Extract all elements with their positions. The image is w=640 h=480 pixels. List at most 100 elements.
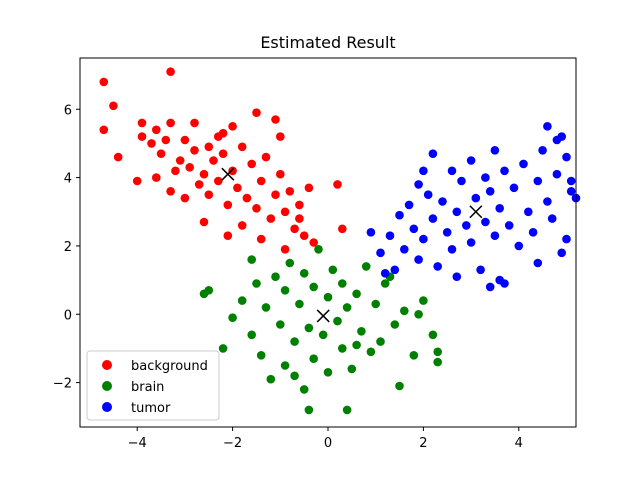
point-brain-3 (247, 330, 256, 340)
x-axis: −4 −2 0 2 4 (128, 427, 523, 451)
point-background-14 (175, 156, 185, 165)
point-tumor-23 (466, 238, 476, 247)
point-brain-42 (428, 330, 438, 340)
point-tumor-8 (414, 255, 423, 264)
legend-marker-tumor (102, 402, 112, 412)
point-tumor-38 (524, 207, 533, 217)
point-brain-43 (433, 347, 443, 357)
point-brain-12 (285, 258, 295, 268)
point-brain-51 (290, 371, 299, 381)
point-tumor-49 (562, 234, 571, 244)
point-background-12 (166, 118, 175, 128)
point-tumor-1 (376, 248, 385, 258)
point-tumor-14 (433, 262, 443, 271)
point-tumor-19 (452, 207, 462, 217)
point-brain-20 (314, 245, 323, 254)
point-background-37 (261, 152, 271, 162)
point-tumor-32 (500, 166, 509, 176)
point-tumor-3 (390, 265, 400, 275)
point-tumor-9 (414, 180, 423, 189)
point-background-47 (304, 183, 314, 193)
point-tumor-11 (423, 190, 433, 199)
point-background-9 (152, 125, 161, 135)
point-brain-53 (414, 310, 423, 319)
point-background-11 (161, 135, 171, 145)
point-brain-37 (390, 320, 400, 329)
point-brain-25 (333, 316, 342, 326)
point-background-48 (309, 238, 319, 247)
point-background-42 (280, 207, 290, 217)
point-background-52 (180, 193, 190, 203)
point-background-21 (204, 142, 214, 152)
point-tumor-45 (552, 169, 562, 179)
points-layer (99, 67, 581, 415)
x-tick-label: −4 (128, 436, 147, 451)
y-tick-label: 2 (64, 240, 72, 255)
point-background-41 (276, 132, 285, 141)
point-background-4 (113, 152, 123, 162)
point-brain-44 (433, 357, 443, 367)
y-tick-label: 0 (64, 308, 72, 323)
x-tick-label: 2 (419, 436, 427, 451)
legend-marker-background (102, 360, 112, 370)
point-tumor-39 (528, 228, 538, 237)
point-background-59 (271, 115, 280, 124)
point-tumor-12 (428, 214, 438, 223)
x-tick-label: −2 (223, 436, 242, 451)
point-tumor-29 (490, 231, 500, 240)
point-brain-17 (304, 323, 314, 333)
point-background-25 (214, 176, 223, 186)
point-tumor-36 (514, 241, 524, 251)
point-brain-14 (295, 299, 304, 309)
point-background-35 (252, 204, 261, 213)
point-background-26 (218, 149, 228, 158)
point-background-30 (233, 183, 242, 193)
legend-label-background: background (131, 359, 208, 374)
point-background-32 (242, 193, 252, 203)
point-background-51 (166, 187, 175, 196)
point-tumor-48 (562, 152, 571, 162)
point-background-46 (299, 231, 309, 240)
point-brain-30 (352, 289, 361, 299)
centroid-marker-0 (221, 167, 235, 181)
point-tumor-18 (447, 245, 457, 254)
y-tick-label: 6 (64, 103, 72, 118)
point-tumor-43 (543, 197, 552, 206)
point-brain-10 (280, 286, 290, 295)
point-brain-31 (357, 327, 366, 336)
point-brain-16 (299, 269, 309, 278)
point-background-36 (256, 176, 266, 186)
point-brain-27 (338, 344, 347, 353)
point-brain-13 (290, 337, 299, 346)
point-background-3 (99, 125, 109, 135)
point-brain-41 (419, 296, 428, 305)
point-background-7 (137, 132, 147, 141)
point-brain-34 (371, 299, 381, 309)
point-brain-1 (228, 313, 237, 323)
point-tumor-55 (380, 269, 390, 278)
point-brain-26 (338, 279, 347, 288)
point-brain-0 (218, 344, 228, 353)
point-brain-7 (266, 374, 276, 384)
point-background-6 (137, 118, 147, 128)
centroid-marker-2 (469, 205, 483, 219)
point-tumor-2 (385, 231, 395, 240)
point-background-19 (194, 180, 204, 189)
point-background-15 (180, 135, 190, 145)
point-background-60 (218, 128, 228, 138)
centroid-marker-1 (316, 309, 330, 323)
point-brain-15 (299, 385, 309, 394)
centroid-layer (221, 167, 483, 323)
point-background-20 (199, 169, 209, 179)
point-background-22 (204, 190, 214, 199)
point-brain-35 (376, 337, 385, 346)
point-tumor-42 (543, 122, 552, 131)
point-tumor-53 (485, 282, 495, 292)
point-tumor-6 (404, 200, 414, 210)
point-brain-32 (361, 262, 371, 271)
point-brain-6 (261, 303, 271, 312)
point-brain-48 (342, 405, 352, 415)
point-background-29 (228, 122, 237, 131)
point-background-49 (338, 224, 347, 234)
point-background-1 (166, 67, 175, 76)
